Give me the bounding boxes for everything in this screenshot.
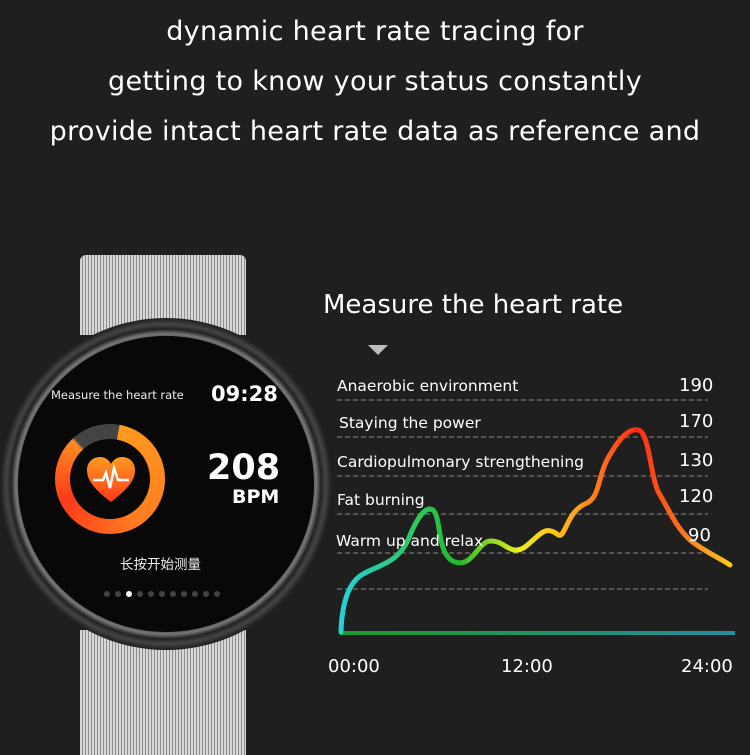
screen-title: Measure the heart rate [51,388,184,402]
x-tick-2: 24:00 [681,656,733,677]
bpm-unit: BPM [232,486,280,508]
gridlines [337,399,708,590]
chart-title: Measure the heart rate [323,290,624,320]
page-dot[interactable] [192,591,198,597]
page-dot[interactable] [104,591,110,597]
zone-value: 170 [679,411,714,432]
zone-label: Warm up and relax [336,532,484,550]
bpm-value: 208 [207,448,281,488]
page-dot[interactable] [170,591,176,597]
page-dot[interactable] [181,591,187,597]
headline-line-2: getting to know your status constantly [108,66,642,97]
page-dot[interactable] [214,591,220,597]
watch-screen: Measure the heart rate 09:28 208 BPM 长按开… [18,336,314,632]
zone-label: Cardiopulmonary strengthening [337,453,585,471]
zone-label: Staying the power [339,414,481,432]
zone-value: 120 [679,486,714,507]
headline-line-1: dynamic heart rate tracing for [166,16,584,47]
page-dot[interactable] [137,591,143,597]
page-indicator [104,591,220,597]
zone-value: 130 [679,450,714,471]
zone-label: Fat burning [337,491,425,509]
page-dot[interactable] [148,591,154,597]
headline-line-3: provide intact heart rate data as refere… [49,116,701,147]
heart-rate-curve [338,427,733,635]
triangle-down-icon [368,345,388,355]
zone-label: Anaerobic environment [337,377,519,395]
page-dot[interactable] [126,591,132,597]
page-dot[interactable] [159,591,165,597]
page-dot[interactable] [203,591,209,597]
press-to-measure-hint: 长按开始测量 [120,557,201,573]
heart-pulse-icon [87,457,135,502]
mesh-strap-bottom [80,630,246,755]
page-dot[interactable] [115,591,121,597]
zone-value: 190 [679,375,714,396]
x-tick-1: 12:00 [501,656,553,677]
screen-time: 09:28 [211,382,278,406]
x-tick-0: 00:00 [328,656,380,677]
zone-value: 90 [688,525,711,546]
